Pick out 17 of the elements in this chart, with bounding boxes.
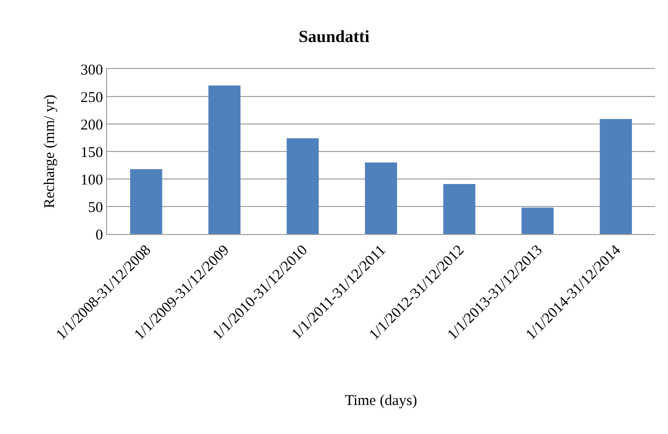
y-tick-label: 300	[80, 62, 103, 78]
y-tick-label: 200	[80, 117, 103, 134]
y-tick-label: 150	[80, 144, 103, 161]
bar	[208, 86, 240, 234]
y-tick-label: 250	[80, 90, 103, 106]
x-axis-title: Time (days)	[344, 393, 418, 410]
bar	[364, 162, 398, 234]
y-axis-title: Recharge (mm/ yr)	[42, 94, 58, 208]
bar	[522, 208, 554, 234]
bar	[130, 169, 162, 234]
y-tick-label: 0	[96, 227, 103, 244]
y-tick-label: 100	[80, 172, 103, 188]
bar	[286, 138, 319, 234]
bar	[600, 119, 632, 234]
y-tick-label: 50	[88, 200, 103, 216]
bar	[443, 184, 476, 234]
chart-title: Saundatti	[298, 26, 370, 46]
